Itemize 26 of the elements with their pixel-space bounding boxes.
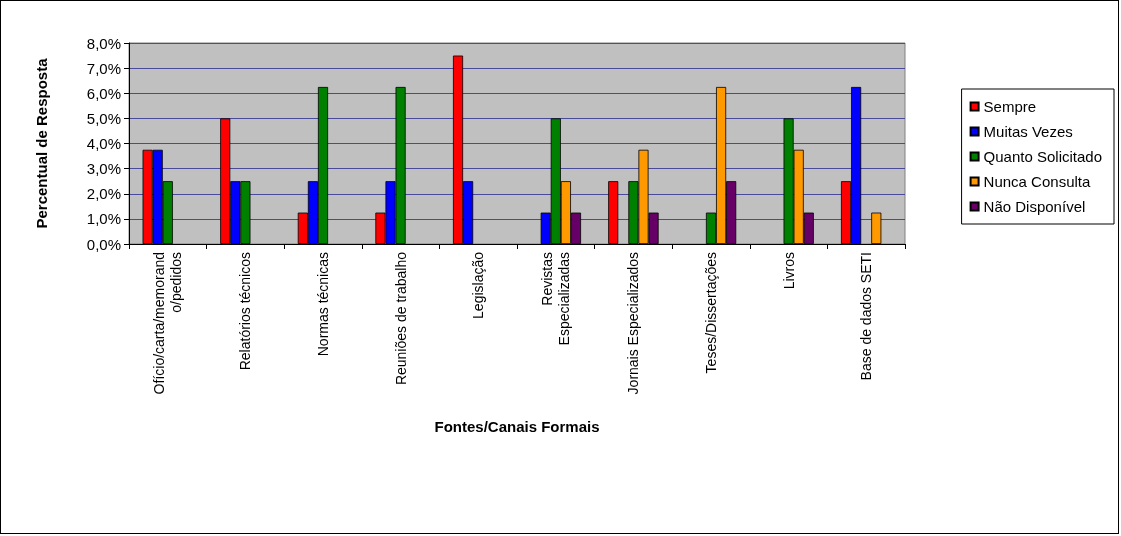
y-tick-label: 1,0% [86,210,121,228]
y-tick-label: 4,0% [86,135,121,152]
y-tick-label: 2,0% [86,185,121,203]
x-axis-title: Fontes/Canais Formais [434,418,600,435]
y-tick-label: 8,0% [86,34,121,52]
x-tick-label: Teses/Dissertações [703,252,719,374]
legend-label: Não Disponível [983,198,1086,215]
legend-label: Muitas Vezes [983,123,1073,140]
x-tick-label: Ofício/carta/memorand o/pedidos [151,252,185,395]
y-tick-label: 6,0% [86,84,121,102]
legend-label: Quanto Solicitado [983,148,1103,165]
x-tick-label: Relatórios técnicos [237,252,254,371]
x-tick-label: Normas técnicas [315,252,331,357]
y-tick-label: 3,0% [86,160,121,178]
y-axis-title: Percentual de Resposta [33,57,50,229]
x-tick-label: Livros [780,252,797,290]
y-tick-label: 5,0% [86,109,121,127]
x-tick-label: Jornais Especializados [625,252,642,395]
x-tick-label: Reuniões de trabalho [392,251,409,386]
y-tick-label: 0,0% [86,235,121,253]
x-tick-label: Legislação [470,251,487,319]
x-tick-label: Revistas Especializadas [539,252,573,346]
x-tick-label: Base de dados SETI [858,252,875,381]
legend-label: Nunca Consulta [983,173,1091,190]
legend-label: Sempre [983,98,1037,115]
y-tick-label: 7,0% [86,59,121,77]
